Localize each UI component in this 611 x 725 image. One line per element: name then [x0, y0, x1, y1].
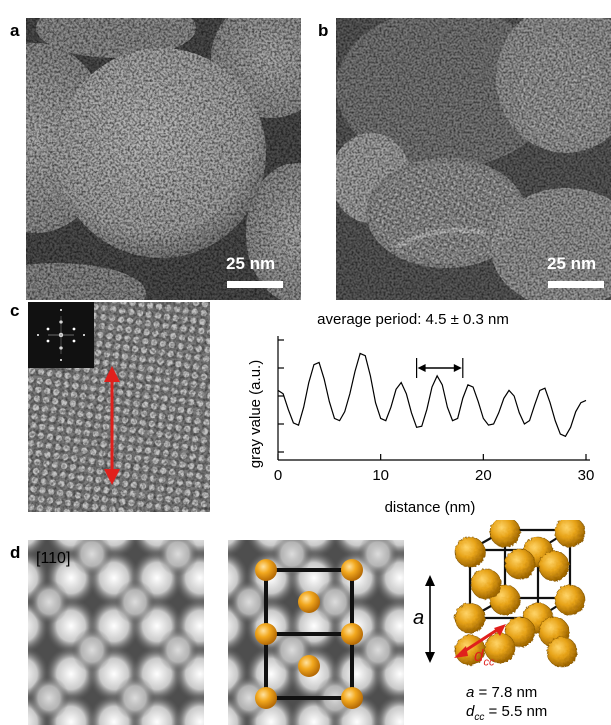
intensity-blob — [315, 580, 355, 624]
zone-axis-label: [110] — [36, 550, 71, 567]
period-arrowhead-right — [453, 364, 462, 372]
gold-sphere — [554, 584, 586, 616]
simulated-image-d-graphic — [28, 540, 204, 725]
gold-sphere — [470, 568, 502, 600]
red-profile-arrow — [104, 366, 120, 485]
tem-image-a-graphic — [26, 18, 301, 300]
x-tick-label: 30 — [578, 467, 595, 484]
panel-label-d: d — [10, 543, 21, 562]
lattice-constant-text: a = 7.8 nm — [466, 684, 538, 701]
x-tick-label: 20 — [475, 467, 492, 484]
atom-sphere — [255, 623, 277, 645]
atom-sphere — [255, 559, 277, 581]
scale-bar-a — [227, 281, 283, 288]
dcc-model-label: dcc — [474, 646, 495, 669]
gold-sphere — [538, 550, 570, 582]
intensity-blob — [358, 540, 398, 576]
intensity-blob — [174, 694, 204, 725]
atom-sphere — [341, 559, 363, 581]
tem-image-a: 25 nm — [26, 18, 301, 300]
gold-sphere — [546, 636, 578, 668]
hrtem-image-c-graphic — [28, 302, 210, 512]
intensity-blob — [115, 676, 155, 720]
panel-label-c: c — [10, 301, 20, 320]
chart-annotation: average period: 4.5 ± 0.3 nm — [317, 311, 509, 328]
intensity-blob — [358, 628, 398, 672]
x-axis-label: distance (nm) — [385, 499, 476, 516]
overlay-image-d-graphic — [228, 540, 404, 725]
unit-cell-model — [425, 520, 586, 668]
scale-bar-b — [548, 281, 604, 288]
intensity-blob — [115, 580, 155, 624]
gray-value-line — [277, 352, 587, 438]
overlay-image-d — [228, 540, 404, 725]
atom-sphere — [341, 623, 363, 645]
gray-value-chart: 0 10 20 30 average period: 4.5 ± 0.3 nm dis… — [247, 311, 595, 516]
intensity-blob — [229, 580, 269, 624]
intensity-blob — [29, 580, 69, 624]
gold-sphere — [554, 520, 586, 548]
atom-sphere — [341, 687, 363, 709]
lattice-axis-label: a — [413, 607, 425, 629]
x-tick-label: 0 — [274, 467, 282, 484]
fft-spots — [37, 309, 85, 361]
intensity-blob — [72, 628, 112, 672]
gold-sphere — [454, 602, 486, 634]
panel-label-b: b — [318, 21, 329, 40]
dcc-arrow — [454, 624, 506, 658]
intensity-blob — [374, 694, 404, 725]
gold-sphere — [504, 548, 536, 580]
atom-sphere — [298, 591, 320, 613]
intensity-blob — [229, 676, 269, 720]
atom-positions — [255, 559, 363, 709]
atom-sphere — [255, 687, 277, 709]
atom-sphere — [298, 655, 320, 677]
gold-sphere — [489, 520, 521, 548]
x-tick-label: 10 — [372, 467, 389, 484]
scale-bar-label-b: 25 nm — [547, 254, 597, 273]
tem-image-b: 25 nm — [336, 18, 611, 300]
intensity-blob — [158, 540, 198, 576]
lattice-a-arrow — [425, 575, 435, 663]
intensity-blob — [72, 540, 112, 576]
gold-sphere — [454, 536, 486, 568]
intensity-blob — [272, 540, 312, 576]
hrtem-image-c — [28, 302, 210, 512]
scale-bar-label-a: 25 nm — [226, 254, 276, 273]
intensity-blob — [158, 628, 198, 672]
period-arrowhead-left — [417, 364, 426, 372]
panel-label-a: a — [10, 21, 20, 40]
y-axis-label: gray value (a.u.) — [247, 360, 264, 468]
dcc-value-text: dcc = 5.5 nm — [466, 703, 548, 723]
intensity-blob — [29, 676, 69, 720]
simulated-image-d: [110] — [28, 540, 204, 725]
tem-image-b-graphic — [336, 18, 611, 300]
